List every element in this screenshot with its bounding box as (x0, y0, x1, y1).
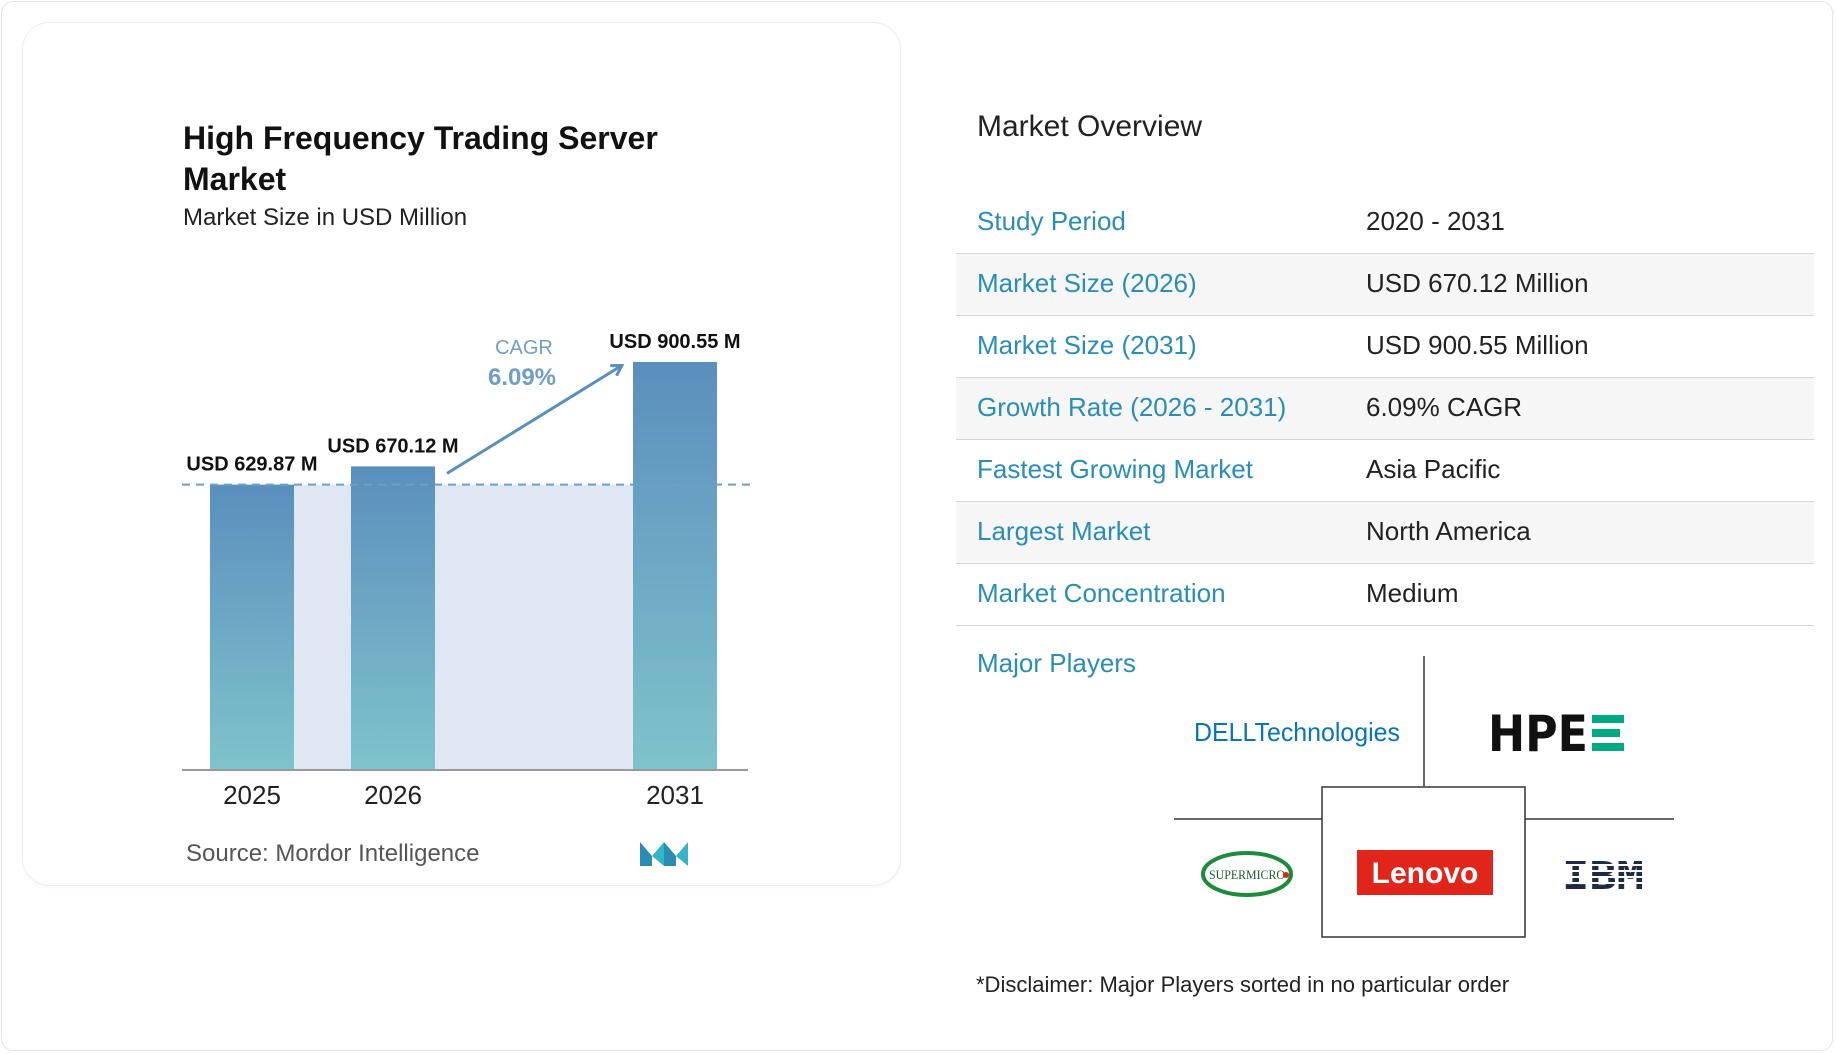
overview-label: Market Concentration (977, 578, 1226, 608)
lenovo-logo-text: Lenovo (1372, 857, 1479, 890)
overview-row: Largest Market North America (956, 502, 1814, 564)
overview-label: Study Period (977, 206, 1126, 236)
ibm-logo-text: IBM (1562, 855, 1644, 895)
bar-2026 (351, 466, 435, 770)
overview-label: Largest Market (977, 516, 1151, 546)
cagr-label: CAGR (495, 337, 553, 359)
overview-row: Market Size (2026) USD 670.12 Million (956, 254, 1814, 316)
overview-label: Market Size (2031) (977, 330, 1197, 360)
overview-value: 6.09% CAGR (1366, 392, 1523, 422)
overview-row: Market Size (2031) USD 900.55 Million (956, 316, 1814, 378)
disclaimer: *Disclaimer: Major Players sorted in no … (976, 972, 1510, 997)
supermicro-logo: SUPERMICRO (1201, 851, 1293, 897)
overview-value: 2020 - 2031 (1366, 206, 1505, 236)
overview-table: Study Period 2020 - 2031 Market Size (20… (956, 192, 1814, 626)
overview-title: Market Overview (977, 110, 1203, 143)
value-label-2026: USD 670.12 M (327, 435, 458, 457)
overview-value: USD 900.55 Million (1366, 330, 1589, 360)
dell-technologies-logo: DELLTechnologies (1194, 717, 1400, 747)
overview-value: Medium (1366, 578, 1459, 608)
cagr-value: 6.09% (488, 364, 556, 391)
overview-value: USD 670.12 Million (1366, 268, 1589, 298)
overview-label: Market Size (2026) (977, 268, 1197, 298)
mordor-logo-icon (640, 842, 688, 866)
bar-chart: 2025 2026 2031 USD 629.87 M USD 670.12 M USD … (182, 331, 750, 810)
overview-label: Growth Rate (2026 - 2031) (977, 392, 1287, 422)
overview-row: Growth Rate (2026 - 2031) 6.09% CAGR (956, 378, 1814, 440)
value-label-2025: USD 629.87 M (186, 454, 317, 476)
overview-value: Asia Pacific (1366, 454, 1501, 484)
cagr-shade-area (294, 484, 633, 770)
value-label-2031: USD 900.55 M (609, 331, 740, 353)
major-players-title: Major Players (977, 648, 1136, 678)
overview-row: Market Concentration Medium (956, 564, 1814, 626)
lenovo-logo: Lenovo (1357, 850, 1493, 895)
source-note: Source: Mordor Intelligence (186, 840, 480, 867)
chart-subtitle: Market Size in USD Million (183, 204, 468, 231)
ibm-logo: IBM (1560, 855, 1646, 895)
bar-2031 (633, 362, 717, 770)
overview-row: Study Period 2020 - 2031 (956, 192, 1814, 254)
cagr-arrow (446, 366, 621, 475)
tick-label-2026: 2026 (364, 780, 422, 810)
overview-label: Fastest Growing Market (977, 454, 1253, 484)
tick-label-2031: 2031 (646, 780, 704, 810)
tick-label-2025: 2025 (223, 780, 281, 810)
overview-row: Fastest Growing Market Asia Pacific (956, 440, 1814, 502)
dell-logo-text: DELLTechnologies (1194, 717, 1400, 747)
supermicro-logo-text: SUPERMICRO (1209, 867, 1285, 882)
hpe-logo-text: HPE (1488, 707, 1588, 757)
chart-title: High Frequency Trading Server Market (183, 120, 658, 197)
bar-2025 (210, 484, 294, 770)
hpe-logo: HPE (1488, 707, 1624, 757)
overview-value: North America (1366, 516, 1531, 546)
